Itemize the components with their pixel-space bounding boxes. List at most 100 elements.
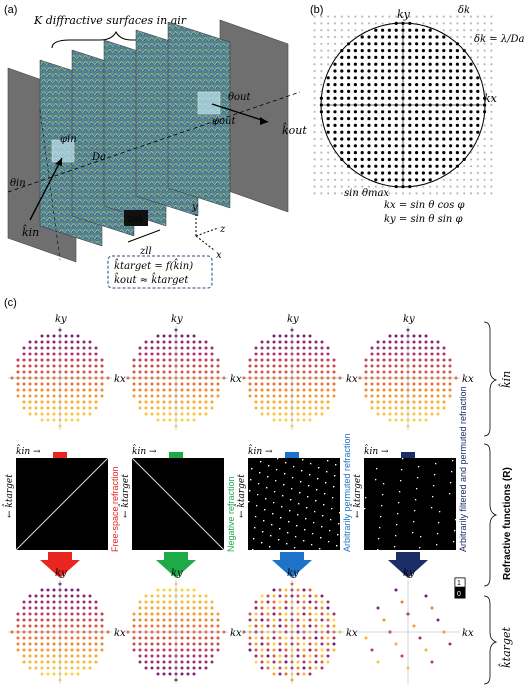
k-sample-dot xyxy=(210,370,214,374)
k-sample-dot xyxy=(260,412,264,416)
k-sample-dot xyxy=(296,612,300,616)
k-sample-dot xyxy=(424,594,428,598)
k-sample-dot xyxy=(192,588,196,592)
k-sample-dot xyxy=(162,660,166,664)
k-sample-dot xyxy=(314,660,318,664)
k-sample-dot xyxy=(16,388,20,392)
k-sample-dot xyxy=(354,22,357,25)
k-sample-dot xyxy=(254,660,258,664)
k-sample-dot xyxy=(308,352,312,356)
k-sample-dot xyxy=(422,22,425,25)
k-sample-dot xyxy=(469,89,473,93)
k-sample-dot xyxy=(302,654,306,658)
k-sample-dot xyxy=(387,42,391,46)
k-sample-dot xyxy=(168,642,172,646)
k-sample-dot xyxy=(180,418,184,422)
k-sample-dot xyxy=(412,418,416,422)
k-sample-dot xyxy=(138,612,142,616)
eq1: kx = sin θ cos φ xyxy=(384,200,465,211)
k-sample-dot xyxy=(278,654,282,658)
k-sample-dot xyxy=(314,406,318,410)
k-sample-dot xyxy=(382,406,386,410)
k-sample-dot xyxy=(360,42,364,46)
k-sample-dot xyxy=(138,394,142,398)
k-sample-dot xyxy=(70,624,74,628)
k-sample-dot xyxy=(415,192,418,195)
k-sample-dot xyxy=(374,178,378,182)
k-sample-dot xyxy=(162,612,166,616)
k-sample-dot xyxy=(476,178,479,181)
k-sample-dot xyxy=(162,406,166,410)
k-sample-dot xyxy=(34,406,38,410)
k-sample-dot xyxy=(76,594,80,598)
k-sample-dot xyxy=(415,69,419,73)
k-sample-dot xyxy=(387,49,391,53)
k-sample-dot xyxy=(313,178,316,181)
k-sample-dot xyxy=(272,600,276,604)
k-sample-dot xyxy=(332,642,336,646)
k-sample-dot xyxy=(94,358,98,362)
k-sample-dot xyxy=(28,660,32,664)
k-sample-dot xyxy=(186,406,190,410)
k-sample-dot xyxy=(144,636,148,640)
k-sample-dot xyxy=(266,406,270,410)
k-sample-dot xyxy=(192,394,196,398)
k-sample-dot xyxy=(40,364,44,368)
k-sample-dot xyxy=(150,400,154,404)
k-sample-dot xyxy=(204,648,208,652)
k-sample-dot xyxy=(415,178,419,182)
k-sample-dot xyxy=(156,406,160,410)
k-sample-dot xyxy=(254,352,258,356)
k-sample-dot xyxy=(308,624,312,628)
k-sample-dot xyxy=(381,178,385,182)
k-sample-dot xyxy=(204,642,208,646)
k-sample-dot xyxy=(52,624,56,628)
k-sample-dot xyxy=(64,412,68,416)
k-sample-dot xyxy=(314,618,318,622)
k-sample-dot xyxy=(429,192,432,195)
k-sample-dot xyxy=(100,624,104,628)
k-sample-dot xyxy=(138,400,142,404)
k-sample-dot xyxy=(314,612,318,616)
k-sample-dot xyxy=(313,144,316,147)
k-sample-dot xyxy=(192,418,196,422)
k-sample-dot xyxy=(353,96,357,100)
k-sample-dot xyxy=(333,62,337,66)
k-sample-dot xyxy=(296,588,300,592)
k-sample-dot xyxy=(150,612,154,616)
k-sample-dot xyxy=(156,418,160,422)
k-sample-dot xyxy=(162,600,166,604)
k-sample-dot xyxy=(374,42,378,46)
k-sample-dot xyxy=(320,63,323,66)
k-sample-dot xyxy=(370,358,374,362)
k-sample-dot xyxy=(353,110,357,114)
k-sample-dot xyxy=(381,49,385,53)
k-sample-dot xyxy=(320,35,323,39)
k-sample-dot xyxy=(326,382,330,386)
k-sample-dot xyxy=(40,588,44,592)
target-box xyxy=(107,255,213,289)
k-sample-dot xyxy=(16,370,20,374)
k-sample-dot xyxy=(272,358,276,362)
k-sample-dot xyxy=(313,56,316,59)
k-sample-dot xyxy=(415,151,419,155)
da-label: Da xyxy=(91,152,106,163)
k-sample-dot xyxy=(394,110,398,114)
k-sample-dot xyxy=(469,117,473,121)
k-sample-dot xyxy=(70,388,74,392)
k-sample-dot xyxy=(476,151,479,154)
ky-label: ky xyxy=(55,314,67,325)
k-sample-dot xyxy=(326,606,330,610)
k-sample-dot xyxy=(442,55,446,60)
k-sample-dot xyxy=(347,137,351,141)
k-sample-dot xyxy=(34,654,38,658)
k-sample-dot xyxy=(374,89,378,93)
k-sample-dot xyxy=(266,370,270,374)
k-sample-dot xyxy=(415,28,419,32)
k-sample-dot xyxy=(415,117,419,121)
k-sample-dot xyxy=(22,606,26,610)
k-sample-dot xyxy=(332,612,336,616)
k-sample-dot xyxy=(449,42,453,46)
k-sample-dot xyxy=(204,406,208,410)
k-sample-dot xyxy=(88,600,92,604)
